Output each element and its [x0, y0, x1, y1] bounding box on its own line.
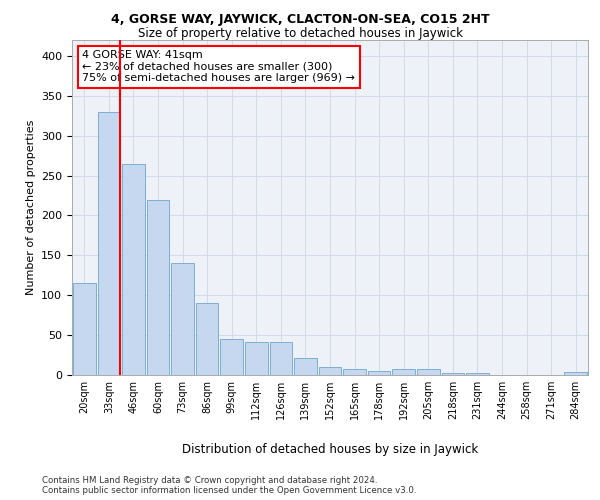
Text: 4, GORSE WAY, JAYWICK, CLACTON-ON-SEA, CO15 2HT: 4, GORSE WAY, JAYWICK, CLACTON-ON-SEA, C…: [110, 12, 490, 26]
Bar: [343, 370, 366, 375]
Bar: [98, 112, 120, 375]
Bar: [466, 374, 489, 375]
Bar: [319, 367, 341, 375]
Bar: [146, 200, 169, 375]
Bar: [245, 342, 268, 375]
Bar: [392, 370, 415, 375]
Bar: [171, 264, 194, 375]
Bar: [122, 164, 145, 375]
Bar: [269, 342, 292, 375]
Text: Size of property relative to detached houses in Jaywick: Size of property relative to detached ho…: [137, 28, 463, 40]
Text: Contains HM Land Registry data © Crown copyright and database right 2024.
Contai: Contains HM Land Registry data © Crown c…: [42, 476, 416, 495]
Bar: [196, 303, 218, 375]
Bar: [73, 284, 95, 375]
Text: 4 GORSE WAY: 41sqm
← 23% of detached houses are smaller (300)
75% of semi-detach: 4 GORSE WAY: 41sqm ← 23% of detached hou…: [82, 50, 355, 83]
Bar: [565, 372, 587, 375]
Bar: [417, 370, 440, 375]
Bar: [220, 339, 243, 375]
Y-axis label: Number of detached properties: Number of detached properties: [26, 120, 35, 295]
Bar: [368, 371, 391, 375]
Bar: [442, 372, 464, 375]
Text: Distribution of detached houses by size in Jaywick: Distribution of detached houses by size …: [182, 442, 478, 456]
Bar: [294, 358, 317, 375]
